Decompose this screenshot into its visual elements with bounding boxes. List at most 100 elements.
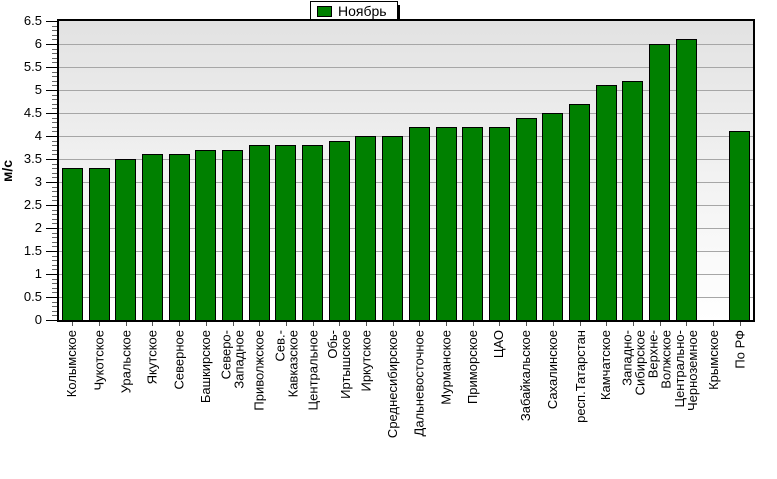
y-minor-tick bbox=[52, 145, 57, 146]
y-minor-tick bbox=[52, 168, 57, 169]
x-tick bbox=[553, 322, 554, 326]
y-minor-tick bbox=[52, 85, 57, 86]
y-minor-tick bbox=[52, 292, 57, 293]
y-minor-tick bbox=[52, 127, 57, 128]
gridline bbox=[59, 136, 753, 137]
gridline bbox=[59, 228, 753, 229]
y-tick-label: 3.5 bbox=[23, 151, 42, 166]
y-tick-label: 6.5 bbox=[23, 13, 42, 28]
x-category-label-text: Западно- Сибирское bbox=[619, 330, 647, 396]
x-tick bbox=[179, 322, 180, 326]
x-category-label-text: Уральское bbox=[118, 330, 134, 394]
x-category-label-text: Сахалинское bbox=[545, 330, 561, 410]
gridline bbox=[59, 182, 753, 183]
x-category-label-text: Центральное bbox=[305, 330, 321, 411]
x-category-label-text: Верхне- Волжское bbox=[646, 330, 674, 389]
x-tick bbox=[259, 322, 260, 326]
x-tick bbox=[152, 322, 153, 326]
y-major-tick bbox=[46, 21, 57, 22]
chart-bar bbox=[89, 168, 110, 320]
gridline bbox=[59, 113, 753, 114]
y-minor-tick bbox=[52, 269, 57, 270]
x-category-label-text: Среднесибирское bbox=[385, 330, 401, 439]
x-tick bbox=[686, 322, 687, 326]
y-major-tick bbox=[46, 136, 57, 137]
y-major-tick bbox=[46, 320, 57, 321]
x-tick bbox=[419, 322, 420, 326]
y-major-tick bbox=[46, 67, 57, 68]
gridline bbox=[59, 67, 753, 68]
x-category-label-text: Центрально- Черноземное bbox=[672, 330, 700, 412]
y-minor-tick bbox=[52, 26, 57, 27]
y-minor-tick bbox=[52, 72, 57, 73]
x-tick bbox=[580, 322, 581, 326]
x-category-label-text: Башкирское bbox=[198, 330, 214, 404]
y-major-tick bbox=[46, 159, 57, 160]
x-category-label-text: Якутское bbox=[144, 330, 160, 385]
chart-bar bbox=[596, 85, 617, 320]
x-category-label-text: Иркутское bbox=[358, 330, 374, 392]
x-tick bbox=[126, 322, 127, 326]
y-minor-tick bbox=[52, 246, 57, 247]
x-tick bbox=[233, 322, 234, 326]
y-minor-tick bbox=[52, 233, 57, 234]
x-category-label-text: Обь- Иртышское bbox=[325, 330, 353, 399]
x-tick bbox=[99, 322, 100, 326]
gridline bbox=[59, 297, 753, 298]
y-minor-tick bbox=[52, 118, 57, 119]
x-tick bbox=[313, 322, 314, 326]
x-category-label-text: респ.Татарстан bbox=[572, 330, 588, 423]
x-category-label-text: Северное bbox=[171, 330, 187, 390]
y-major-tick bbox=[46, 205, 57, 206]
x-category-label-text: Чукотское bbox=[91, 330, 107, 391]
y-minor-tick bbox=[52, 283, 57, 284]
y-major-tick bbox=[46, 228, 57, 229]
chart-bar bbox=[222, 150, 243, 320]
y-minor-tick bbox=[52, 173, 57, 174]
x-tick bbox=[446, 322, 447, 326]
y-minor-tick bbox=[52, 187, 57, 188]
y-minor-tick bbox=[52, 35, 57, 36]
y-minor-tick bbox=[52, 95, 57, 96]
chart-bar bbox=[115, 159, 136, 320]
y-minor-tick bbox=[52, 141, 57, 142]
x-tick bbox=[740, 322, 741, 326]
x-tick bbox=[473, 322, 474, 326]
gridline bbox=[59, 90, 753, 91]
x-tick bbox=[499, 322, 500, 326]
legend-color-swatch-icon bbox=[317, 5, 332, 17]
y-minor-tick bbox=[52, 288, 57, 289]
chart-bar bbox=[62, 168, 83, 320]
gridline bbox=[59, 159, 753, 160]
chart-bar bbox=[729, 131, 750, 320]
y-tick-label: 1.5 bbox=[23, 243, 42, 258]
y-minor-tick bbox=[52, 210, 57, 211]
x-category-label-text: Крымское bbox=[705, 330, 721, 390]
y-minor-tick bbox=[52, 30, 57, 31]
chart-bar bbox=[355, 136, 376, 320]
chart-legend: Ноябрь bbox=[310, 1, 398, 21]
y-tick-label: 5.5 bbox=[23, 59, 42, 74]
y-tick-label: 0 bbox=[34, 312, 42, 327]
x-tick bbox=[206, 322, 207, 326]
y-minor-tick bbox=[52, 53, 57, 54]
y-minor-tick bbox=[52, 315, 57, 316]
y-minor-tick bbox=[52, 265, 57, 266]
x-category-label-text: Приморское bbox=[465, 330, 481, 405]
y-minor-tick bbox=[52, 242, 57, 243]
y-minor-tick bbox=[52, 164, 57, 165]
y-minor-tick bbox=[52, 200, 57, 201]
x-tick bbox=[606, 322, 607, 326]
chart-bar bbox=[382, 136, 403, 320]
chart-bar bbox=[195, 150, 216, 320]
y-minor-tick bbox=[52, 191, 57, 192]
y-tick-label: 2.5 bbox=[23, 197, 42, 212]
chart-bar bbox=[516, 118, 537, 320]
chart-bar bbox=[409, 127, 430, 320]
y-minor-tick bbox=[52, 108, 57, 109]
chart-bar bbox=[489, 127, 510, 320]
y-major-tick bbox=[46, 113, 57, 114]
x-tick bbox=[526, 322, 527, 326]
y-minor-tick bbox=[52, 122, 57, 123]
y-tick-label: 1 bbox=[34, 266, 42, 281]
